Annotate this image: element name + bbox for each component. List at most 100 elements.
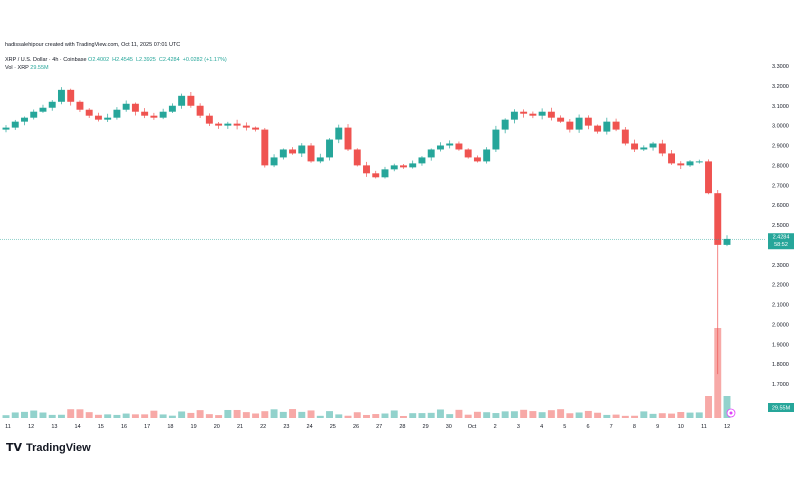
volume-bar	[224, 409, 232, 418]
price-chart[interactable]: 3.3000 3.2000 3.1000 3.0000 2.9000 2.8000 2.70…	[0, 0, 800, 440]
chart-credit: hadissalehipour created with TradingView…	[5, 42, 181, 48]
volume-bar	[30, 410, 38, 418]
time-tick-label: 6	[586, 424, 589, 430]
volume-bar	[575, 412, 583, 418]
candle-body	[427, 149, 435, 158]
candle-body	[57, 89, 65, 102]
volume-bar	[335, 414, 343, 418]
volume-bar	[353, 412, 361, 418]
time-tick-label: 23	[283, 424, 289, 430]
candle-body	[473, 157, 481, 162]
tradingview-wordmark: TradingView	[26, 441, 91, 454]
candle-body	[344, 127, 352, 150]
time-tick-label: 13	[51, 424, 57, 430]
price-tick-label: 1.7000	[772, 382, 789, 388]
candle-body	[658, 143, 666, 154]
time-tick-label: 11	[701, 424, 707, 430]
candle-body	[48, 101, 56, 108]
change-value: +0.0282 (+1.17%)	[182, 57, 227, 63]
volume-bar	[57, 414, 65, 418]
candle-body	[621, 129, 629, 144]
volume-bar	[48, 414, 56, 418]
candle-body	[455, 143, 463, 150]
candle-body	[2, 127, 10, 130]
time-tick-label: 25	[330, 424, 336, 430]
volume-bar	[131, 414, 139, 418]
candle-body	[547, 111, 555, 118]
candle-body	[584, 117, 592, 126]
time-tick-label: 3	[517, 424, 520, 430]
volume-bar	[196, 410, 204, 418]
candle-body	[464, 149, 472, 158]
volume-bar	[409, 413, 417, 418]
volume-bar	[141, 414, 149, 418]
candle-body	[510, 111, 518, 120]
symbol-title[interactable]: XRP / U.S. Dollar · 4h · Coinbase	[5, 57, 87, 63]
volume-bar	[427, 412, 435, 418]
candle-body	[668, 153, 676, 164]
volume-bar	[104, 414, 112, 418]
candle-body	[187, 95, 195, 106]
candle-body	[76, 101, 84, 110]
volume-bar	[455, 409, 463, 418]
candle-body	[289, 149, 297, 154]
price-tick-label: 1.9000	[772, 342, 789, 348]
candle-body	[501, 119, 509, 130]
candle-body	[520, 111, 528, 114]
volume-bar	[603, 414, 611, 418]
volume-bar	[436, 409, 444, 418]
time-tick-label: 2	[494, 424, 497, 430]
volume-bar	[122, 413, 130, 418]
open-value: O2.4002	[88, 57, 110, 63]
event-marker-icon[interactable]	[726, 408, 736, 418]
volume-bar	[677, 412, 685, 418]
tradingview-logo: TV TradingView	[6, 441, 91, 454]
volume-bar	[94, 414, 102, 418]
candle-body	[640, 147, 648, 150]
tradingview-logo-icon: TV	[6, 441, 23, 454]
price-tick-label: 2.7000	[772, 183, 789, 189]
volume-bar	[686, 412, 694, 418]
volume-bar	[289, 409, 297, 418]
candle-body	[353, 149, 361, 166]
candle-body	[529, 113, 537, 116]
time-tick-label: 15	[98, 424, 104, 430]
candle-body	[372, 173, 380, 178]
last-price-label: 2.4284 58:52	[768, 233, 794, 250]
candle-body	[705, 161, 712, 194]
volume-bar	[178, 411, 186, 418]
candle-body	[492, 129, 500, 150]
candle-body	[252, 127, 260, 130]
volume-label-box: 29.55M	[768, 403, 794, 412]
candle-body	[30, 111, 38, 118]
volume-bar	[205, 414, 213, 418]
time-tick-label: 18	[167, 424, 173, 430]
candle-body	[21, 117, 28, 122]
time-tick-label: 9	[656, 424, 659, 430]
volume-bar	[566, 413, 574, 418]
chart-legend: XRP / U.S. Dollar · 4h · Coinbase O2.400…	[5, 56, 230, 72]
volume-bar	[418, 413, 426, 418]
candle-body	[316, 157, 324, 162]
time-tick-label: 21	[237, 424, 243, 430]
volume-bars	[2, 328, 731, 418]
volume-bar	[695, 412, 703, 418]
candles	[2, 87, 731, 375]
volume-bar	[705, 396, 712, 418]
candle-body	[538, 111, 546, 116]
volume-bar	[150, 410, 158, 418]
volume-value: 29.55M	[30, 65, 49, 71]
volume-bar	[529, 411, 537, 418]
volume-bar	[640, 411, 648, 418]
volume-label[interactable]: Vol · XRP	[5, 65, 29, 71]
time-tick-label: 22	[260, 424, 266, 430]
price-tick-label: 3.1000	[772, 104, 789, 110]
time-tick-label: 8	[633, 424, 636, 430]
volume-bar	[252, 413, 260, 418]
candle-body	[631, 143, 639, 150]
high-value: H2.4545	[112, 57, 133, 63]
svg-text:2.4284: 2.4284	[773, 235, 790, 241]
volume-bar	[85, 412, 93, 418]
candle-body	[205, 115, 213, 124]
volume-bar	[344, 415, 352, 418]
